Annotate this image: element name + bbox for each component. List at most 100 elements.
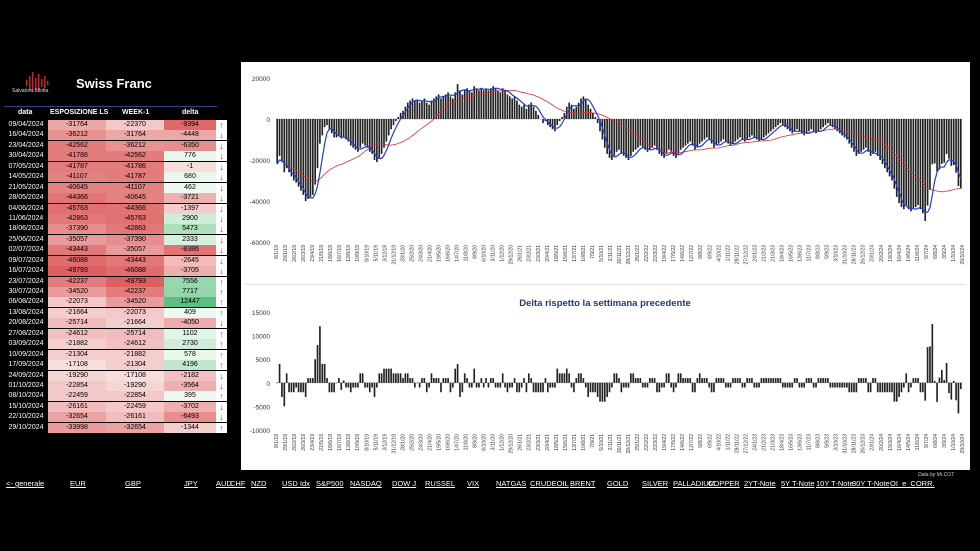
nav-link-23[interactable]: 30Y T-Note [852,479,890,488]
delta-bar [546,382,549,393]
x-tick-label: 8/10/19 [364,245,370,262]
delta-bar [288,382,290,393]
exposure-bar [955,119,957,173]
chart-title: Delta rispetto la settimana precedente [519,298,691,309]
exposure-bar [573,108,575,119]
nav-link-6[interactable]: NZD [251,479,267,488]
cell-esp: -41787 [48,161,106,172]
exposure-bar [556,119,559,126]
delta-bar [463,373,466,383]
delta-bar [945,362,948,383]
exposure-bar [717,119,720,144]
delta-bar [340,382,343,390]
nav-link-11[interactable]: RUSSEL [425,479,456,488]
cell-esp: -41786 [48,151,106,162]
delta-bar [819,378,822,383]
nav-link-17[interactable]: SILVER [642,479,669,488]
nav-link-16[interactable]: GOLD [607,479,629,488]
exposure-bar [594,116,597,119]
x-tick-label: 27/12/22 [743,434,749,454]
delta-bar [891,382,893,393]
exposure-bar [881,119,884,165]
nav-link-9[interactable]: NASDAQ [350,479,382,488]
delta-bar [549,382,551,388]
delta-bar [544,378,547,383]
exposure-bar [368,119,371,152]
nav-link-0[interactable]: <- generale [6,479,45,488]
exposure-bar [340,119,343,139]
exposure-bar [478,90,480,119]
exposure-bar [290,119,293,177]
delta-bar [924,382,927,401]
delta-bar [746,378,749,383]
delta-bar [594,382,597,393]
nav-link-18[interactable]: PALLADIUM [673,479,715,488]
exposure-bar [309,119,312,197]
delta-bar [504,382,506,388]
delta-bar [786,382,789,388]
x-tick-label: 14/5/24 [906,245,912,262]
x-tick-label: 2/11/21 [608,245,614,262]
delta-bar [297,382,300,393]
nav-link-5[interactable]: CHF [230,479,246,488]
nav-link-24[interactable]: OI_e_CORR. [890,479,935,488]
x-tick-label: 14/5/24 [906,434,912,451]
nav-link-13[interactable]: NATGAS [496,479,527,488]
exposure-bar [470,92,473,119]
x-tick-label: 31/10/23 [843,245,849,265]
nav-link-19[interactable]: COPPER [708,479,740,488]
exposure-bar [468,90,471,119]
exposure-bar [933,119,936,164]
cell-week1: -21304 [106,360,164,371]
exposure-bar [732,119,734,144]
cell-delta: 462 [164,182,216,193]
exposure-bar [779,119,782,124]
nav-link-14[interactable]: CRUDEOIL [530,479,569,488]
nav-link-8[interactable]: S&P500 [316,479,344,488]
exposure-bar [660,119,663,156]
nav-link-15[interactable]: BRENT [570,479,596,488]
exposure-bar [475,88,478,119]
nav-link-20[interactable]: 2YT-Note [744,479,776,488]
cell-delta: -1397 [164,203,216,214]
x-tick-label: 10/8/21 [581,434,587,451]
nav-link-12[interactable]: VIX [467,479,480,488]
exposure-bar [551,119,554,130]
nav-link-7[interactable]: USD Idx [282,479,310,488]
delta-bar [893,382,896,402]
nav-link-2[interactable]: GBP [125,479,141,488]
table-row: 23/04/2024 -42562 -36212 -6350 ↓ [4,140,239,151]
x-tick-label: 18/5/21 [554,434,560,451]
delta-bar [542,382,544,393]
table-row: 22/10/2024 -32654 -26161 -6493 ↓ [4,412,239,423]
y-tick-label: -10000 [250,428,271,435]
exposure-bar [463,90,466,119]
delta-bar [425,382,428,393]
delta-bar [653,378,656,383]
arrow-down-icon: ↓ [216,380,227,391]
delta-bar [409,378,411,383]
x-tick-label: 22/2/22 [644,245,650,262]
cell-week1: -21664 [106,318,164,329]
x-tick-label: 3/10/23 [834,245,840,262]
nav-link-4[interactable]: AUD [216,479,232,488]
exposure-bar [796,119,798,130]
x-tick-label: 1/10/24 [951,245,957,262]
nav-link-1[interactable]: EUR [70,479,86,488]
exposure-bar [316,119,319,169]
nav-link-21[interactable]: 5Y T-Note [781,479,815,488]
delta-bar [703,378,706,383]
moving-average-blue-line [276,87,962,213]
cell-delta: 1102 [164,328,216,339]
nav-link-22[interactable]: 10Y T-Note [816,479,854,488]
x-tick-label: 23/3/21 [536,245,542,262]
cell-esp: -42863 [48,213,106,224]
nav-link-3[interactable]: JPY [184,479,198,488]
x-tick-label: 16/4/24 [897,245,903,262]
x-tick-label: 26/2/19 [292,434,298,451]
nav-link-10[interactable]: DOW J [392,479,417,488]
delta-bar [295,382,298,388]
exposure-bar [824,119,827,126]
exposure-bar [328,119,331,130]
table-row: 29/10/2024 -33998 -32654 -1344 ↑ [4,422,239,433]
